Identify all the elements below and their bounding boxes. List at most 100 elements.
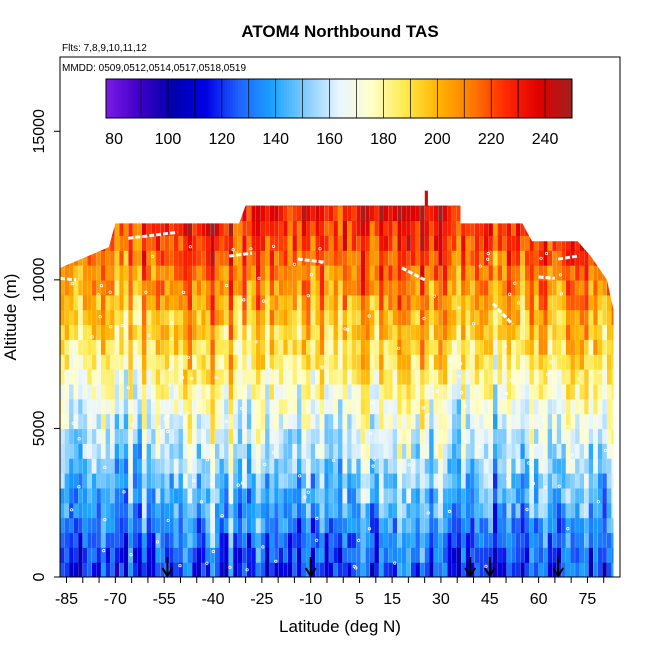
heat-cell (474, 428, 480, 444)
heat-cell (137, 190, 142, 207)
heat-cell (493, 354, 498, 370)
colorbar-band (518, 79, 522, 118)
heat-cell (438, 517, 443, 534)
heat-cell (251, 205, 256, 222)
heat-cell (283, 205, 288, 222)
flight-sample-dot (471, 322, 476, 326)
heat-cell (502, 487, 507, 504)
heat-cell (256, 250, 261, 266)
heat-cell (602, 220, 607, 236)
heat-cell (611, 190, 614, 192)
heat-cell (246, 428, 252, 444)
heat-cell (342, 547, 347, 563)
heat-cell (479, 458, 484, 474)
heat-cell (265, 250, 270, 266)
heat-cell (119, 369, 124, 385)
heat-cell (142, 517, 147, 534)
heat-cell (196, 458, 202, 474)
heat-cell (479, 502, 484, 519)
heat-cell (187, 354, 192, 370)
heat-cell (388, 562, 393, 577)
heat-cell (78, 309, 83, 326)
heat-cell (64, 309, 69, 326)
heat-cell (520, 502, 525, 519)
heat-cell (96, 547, 101, 563)
heat-cell (479, 413, 484, 430)
heat-cell (155, 279, 161, 296)
heat-cell (278, 190, 284, 192)
heat-cell (73, 369, 79, 385)
heat-cell (142, 220, 147, 236)
heat-cell (452, 502, 457, 519)
heat-cell (461, 235, 466, 251)
heat-cell (465, 190, 471, 207)
heat-cell (401, 205, 407, 222)
heat-cell (256, 369, 261, 385)
heat-cell (488, 413, 493, 430)
heat-cell (315, 190, 320, 192)
heat-cell (110, 383, 115, 400)
heat-cell (105, 250, 110, 266)
heat-cell (561, 562, 566, 577)
x-tick-label: -40 (201, 591, 224, 608)
heat-cell (60, 369, 65, 385)
heat-cell (493, 205, 498, 222)
heat-cell (78, 279, 83, 296)
heat-cell (301, 502, 306, 519)
heat-cell (160, 354, 165, 370)
flight-sample-dot (242, 298, 246, 302)
heat-cell (151, 190, 156, 192)
heat-cell (114, 339, 120, 355)
heat-cell (328, 562, 334, 577)
heat-cell (388, 473, 393, 489)
heat-cell (128, 250, 133, 266)
heat-cell (328, 532, 334, 548)
heat-cell (474, 443, 480, 459)
heat-cell (397, 354, 402, 370)
heat-cell (356, 294, 361, 311)
heat-cell (497, 413, 502, 430)
heat-cell (461, 413, 466, 430)
heat-cell (411, 547, 416, 563)
heat-cell (347, 413, 352, 430)
heat-cell (502, 324, 507, 340)
heat-cell (110, 487, 115, 504)
colorbar-band (219, 79, 223, 118)
heat-cell (128, 443, 133, 459)
heat-cell (278, 250, 284, 266)
heat-cell (114, 220, 120, 236)
heat-cell (123, 458, 129, 474)
heat-cell (370, 190, 375, 192)
heat-cell (461, 220, 466, 236)
heat-cell (224, 250, 229, 266)
heat-cell (602, 383, 607, 400)
heat-cell (406, 428, 411, 444)
heat-cell (132, 190, 138, 207)
heat-cell (315, 473, 320, 489)
heat-cell (265, 398, 270, 415)
heat-cell (433, 250, 439, 266)
heat-cell (424, 309, 430, 326)
heat-cell (429, 369, 434, 385)
heat-cell (406, 547, 411, 563)
heat-cell (251, 190, 256, 207)
heat-cell (347, 383, 352, 400)
heat-cell (237, 413, 243, 430)
heat-cell (105, 265, 110, 281)
heat-cell (260, 190, 265, 192)
heat-cell (210, 383, 215, 400)
heat-cell (210, 265, 215, 281)
heat-cell (142, 428, 147, 444)
heat-cell (415, 383, 420, 400)
heat-cell (219, 487, 224, 504)
heat-cell (146, 383, 151, 400)
colorbar-band (359, 79, 363, 118)
heat-cell (561, 398, 566, 415)
heat-cell (411, 309, 416, 326)
heat-cell (479, 547, 484, 563)
heat-cell (392, 517, 398, 534)
heat-cell (287, 383, 293, 400)
heat-cell (593, 398, 598, 415)
heat-cell (192, 502, 197, 519)
heat-cell (347, 473, 352, 489)
